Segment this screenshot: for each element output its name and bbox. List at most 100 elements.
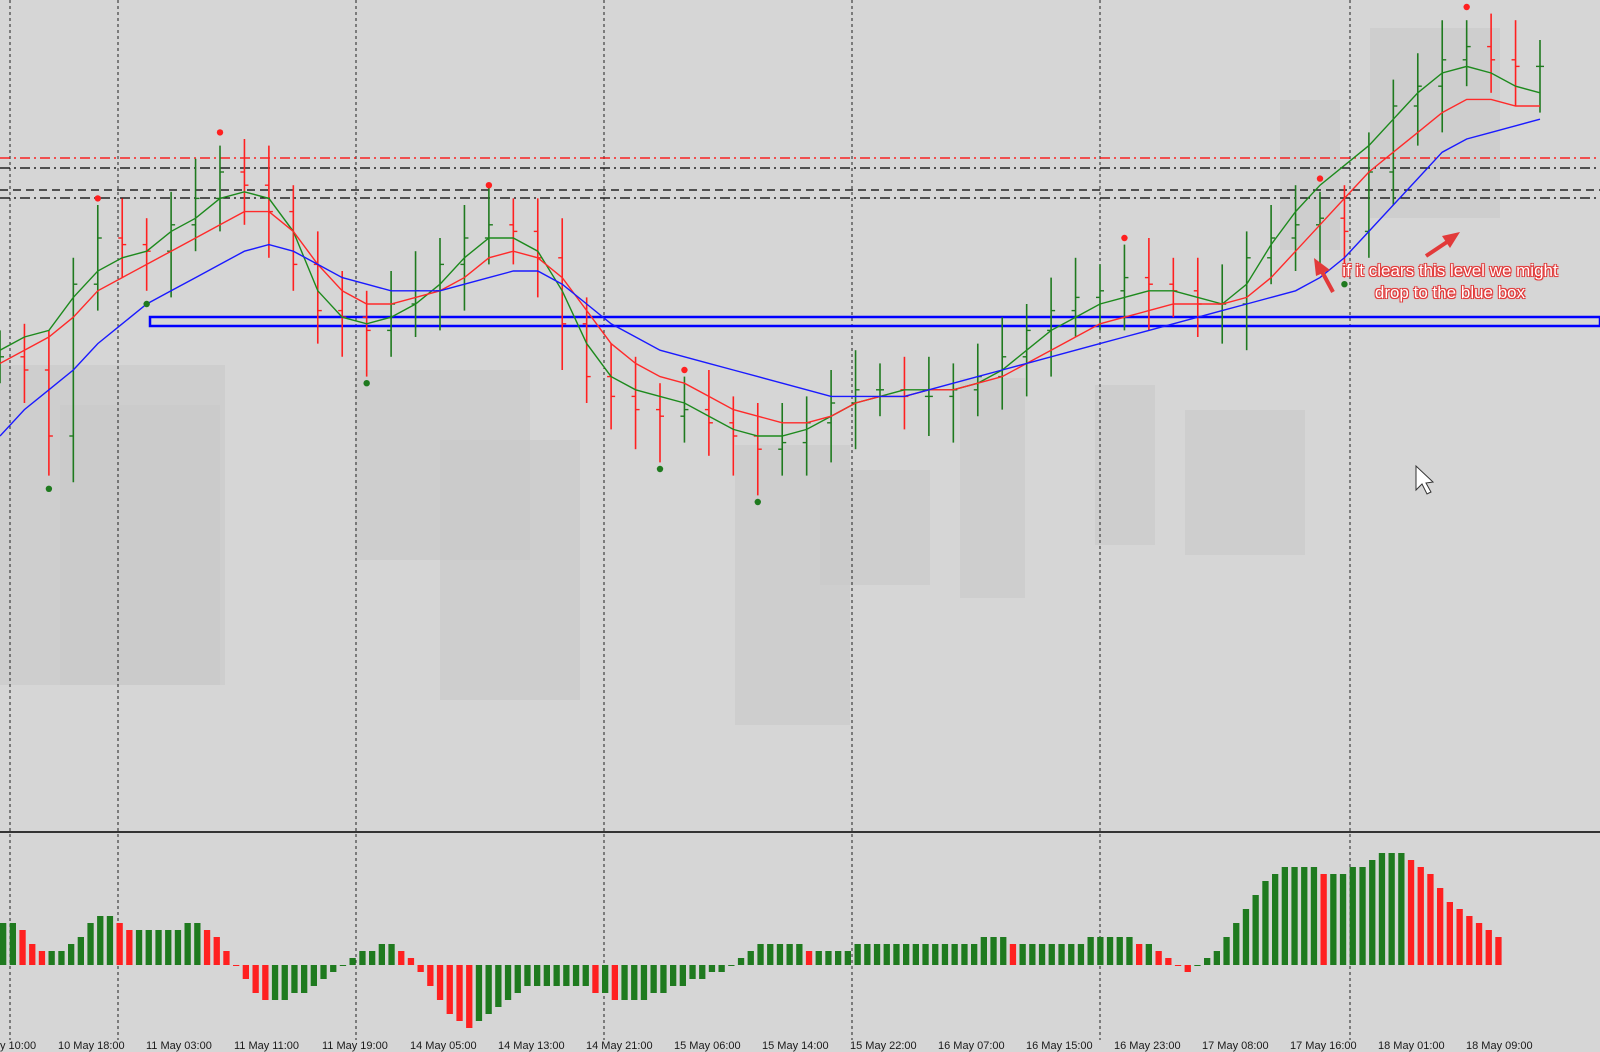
oscillator-bar bbox=[534, 965, 541, 986]
oscillator-bar bbox=[1184, 965, 1191, 972]
oscillator-bar bbox=[980, 937, 987, 965]
x-tick-label: 15 May 14:00 bbox=[762, 1040, 829, 1052]
oscillator-bar bbox=[504, 965, 512, 1000]
oscillator-bar bbox=[1446, 902, 1453, 965]
oscillator-bar bbox=[679, 965, 686, 986]
x-tick-label: 16 May 15:00 bbox=[1026, 1040, 1093, 1052]
x-tick-label: 14 May 05:00 bbox=[410, 1040, 477, 1052]
oscillator-bar bbox=[116, 923, 123, 965]
oscillator-bar bbox=[602, 965, 609, 993]
oscillator-bar bbox=[126, 930, 133, 965]
x-tick-label: 18 May 09:00 bbox=[1466, 1040, 1533, 1052]
oscillator-bar bbox=[165, 930, 172, 965]
oscillator-bar bbox=[466, 965, 473, 1028]
oscillator-bar bbox=[281, 965, 288, 1000]
oscillator-bar bbox=[854, 944, 861, 965]
range-box bbox=[440, 440, 580, 700]
oscillator-bar bbox=[670, 965, 677, 986]
oscillator-bar bbox=[398, 951, 405, 965]
oscillator-bar bbox=[223, 951, 230, 965]
fractal-down-dot bbox=[363, 380, 370, 387]
oscillator-bar bbox=[864, 944, 871, 965]
oscillator-bar bbox=[233, 965, 240, 966]
oscillator-bar bbox=[1242, 909, 1250, 965]
oscillator-bar bbox=[203, 930, 211, 965]
price-bars bbox=[0, 13, 1544, 496]
oscillator-bar bbox=[776, 944, 784, 965]
oscillator-bar bbox=[1456, 909, 1463, 965]
oscillator-bar bbox=[582, 965, 589, 986]
annotation-arrows bbox=[1314, 232, 1460, 293]
oscillator-bar bbox=[485, 965, 492, 1014]
oscillator-bar bbox=[592, 965, 599, 993]
oscillator-bar bbox=[1194, 965, 1201, 966]
oscillator-bar bbox=[1427, 874, 1434, 965]
oscillator-bar bbox=[660, 965, 667, 993]
oscillator-bar bbox=[1485, 930, 1492, 965]
oscillator-bar bbox=[1349, 867, 1356, 965]
x-tick-label: y 10:00 bbox=[0, 1040, 37, 1052]
oscillator-bar bbox=[301, 965, 308, 993]
oscillator-bar bbox=[1417, 867, 1424, 965]
cursor-icon bbox=[1415, 464, 1435, 495]
range-box bbox=[1370, 28, 1500, 218]
oscillator-bar bbox=[922, 944, 929, 965]
oscillator-bar bbox=[1009, 944, 1017, 965]
oscillator-bar bbox=[213, 937, 220, 965]
x-tick-label: 15 May 06:00 bbox=[674, 1040, 741, 1052]
oscillator-bar bbox=[1145, 944, 1152, 965]
oscillator-bar bbox=[1223, 937, 1230, 965]
oscillator-bar bbox=[1281, 867, 1288, 965]
oscillator-bar bbox=[825, 951, 832, 965]
oscillator-bar bbox=[1388, 853, 1395, 965]
oscillator-bar bbox=[650, 965, 657, 993]
oscillator-bar bbox=[699, 965, 706, 979]
oscillator-bar bbox=[1165, 958, 1172, 965]
oscillator-bar bbox=[1437, 888, 1444, 965]
oscillator-bar bbox=[912, 944, 919, 965]
oscillator-bar bbox=[893, 944, 900, 965]
oscillator-bar bbox=[1136, 944, 1143, 965]
ma-mid-line bbox=[0, 98, 1540, 424]
oscillator-bar bbox=[1233, 923, 1240, 965]
oscillator-bar bbox=[1155, 951, 1162, 965]
oscillator-bar bbox=[1407, 860, 1415, 965]
fractal-down-dot bbox=[656, 465, 664, 473]
oscillator-bar bbox=[184, 923, 191, 965]
oscillator-bar bbox=[553, 965, 560, 986]
x-tick-label: 14 May 21:00 bbox=[586, 1040, 653, 1052]
oscillator-bar bbox=[1038, 944, 1046, 965]
oscillator-bar bbox=[990, 937, 997, 965]
oscillator-bar bbox=[728, 965, 735, 966]
oscillator-bar bbox=[1320, 874, 1327, 965]
fractal-up-dot bbox=[1121, 234, 1128, 242]
oscillator-bar bbox=[68, 944, 75, 965]
fractal-up-dot bbox=[681, 366, 688, 374]
oscillator-bar bbox=[1213, 951, 1220, 965]
oscillator-bar bbox=[446, 965, 453, 1014]
oscillator-bar bbox=[747, 951, 754, 965]
fractal-up-dot bbox=[1316, 175, 1324, 182]
annotation-text: if it clears this level we might drop to… bbox=[1342, 261, 1558, 302]
oscillator-bar bbox=[1291, 867, 1298, 965]
oscillator-bar bbox=[349, 958, 356, 965]
oscillator-bar bbox=[524, 965, 531, 986]
oscillator-bar bbox=[242, 965, 249, 979]
oscillator-bar bbox=[378, 944, 385, 965]
oscillator-bar bbox=[514, 965, 521, 993]
arrow-right-head-icon bbox=[1442, 232, 1460, 248]
oscillator-bar bbox=[1048, 944, 1055, 965]
oscillator-bar bbox=[417, 965, 424, 972]
oscillator-bar bbox=[718, 965, 725, 972]
oscillator-bar bbox=[1339, 874, 1347, 965]
oscillator-bar bbox=[427, 965, 434, 986]
oscillator-bar bbox=[19, 930, 26, 965]
oscillator-bar bbox=[475, 965, 483, 1021]
oscillator-bar bbox=[1369, 860, 1376, 965]
fractal-up-dot bbox=[485, 182, 493, 189]
oscillator-bar bbox=[0, 923, 7, 965]
range-box bbox=[820, 470, 930, 585]
oscillator-bar bbox=[9, 923, 16, 965]
